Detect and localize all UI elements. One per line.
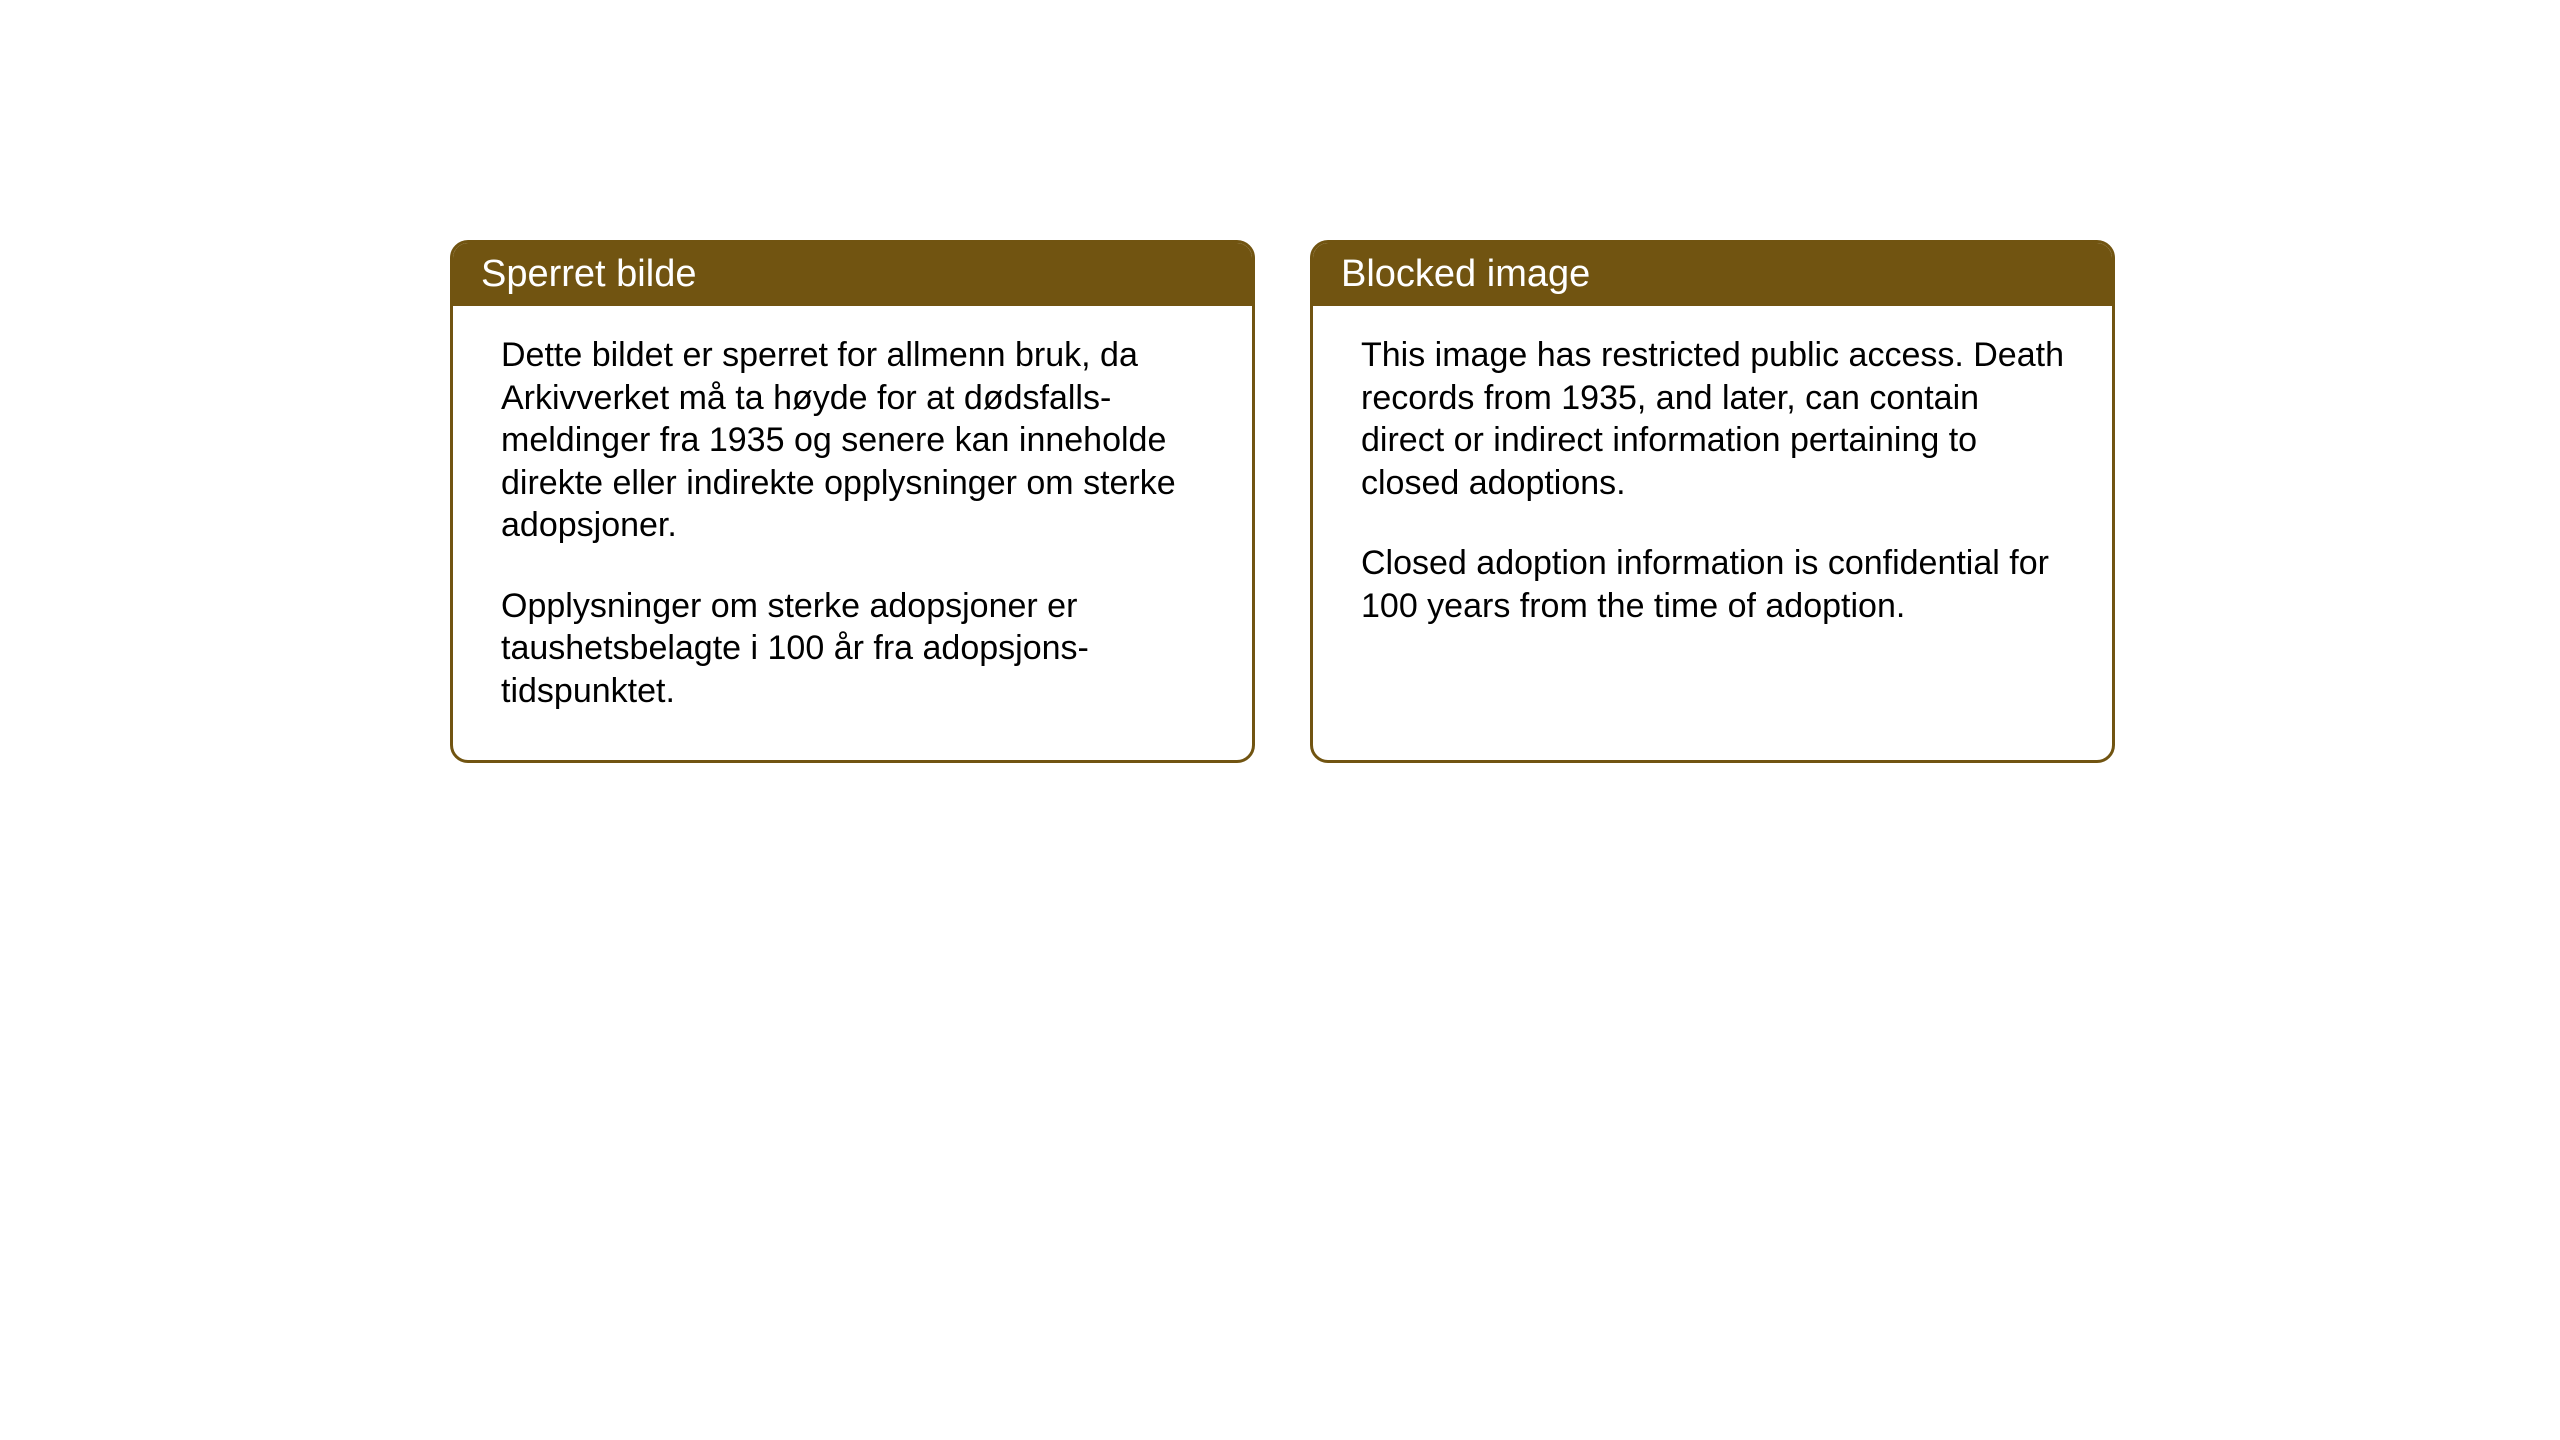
notice-title-english: Blocked image — [1341, 253, 1590, 295]
notice-card-norwegian: Sperret bilde Dette bildet er sperret fo… — [450, 240, 1255, 763]
notice-body-norwegian: Dette bildet er sperret for allmenn bruk… — [453, 306, 1252, 760]
notice-card-english: Blocked image This image has restricted … — [1310, 240, 2115, 763]
notice-title-norwegian: Sperret bilde — [481, 253, 696, 295]
notice-header-norwegian: Sperret bilde — [453, 243, 1252, 306]
notice-paragraph-1-english: This image has restricted public access.… — [1361, 334, 2064, 504]
notice-paragraph-2-norwegian: Opplysninger om sterke adopsjoner er tau… — [501, 585, 1204, 713]
notice-paragraph-2-english: Closed adoption information is confident… — [1361, 542, 2064, 627]
notice-paragraph-1-norwegian: Dette bildet er sperret for allmenn bruk… — [501, 334, 1204, 547]
notice-body-english: This image has restricted public access.… — [1313, 306, 2112, 675]
notice-header-english: Blocked image — [1313, 243, 2112, 306]
notice-container: Sperret bilde Dette bildet er sperret fo… — [450, 240, 2115, 763]
